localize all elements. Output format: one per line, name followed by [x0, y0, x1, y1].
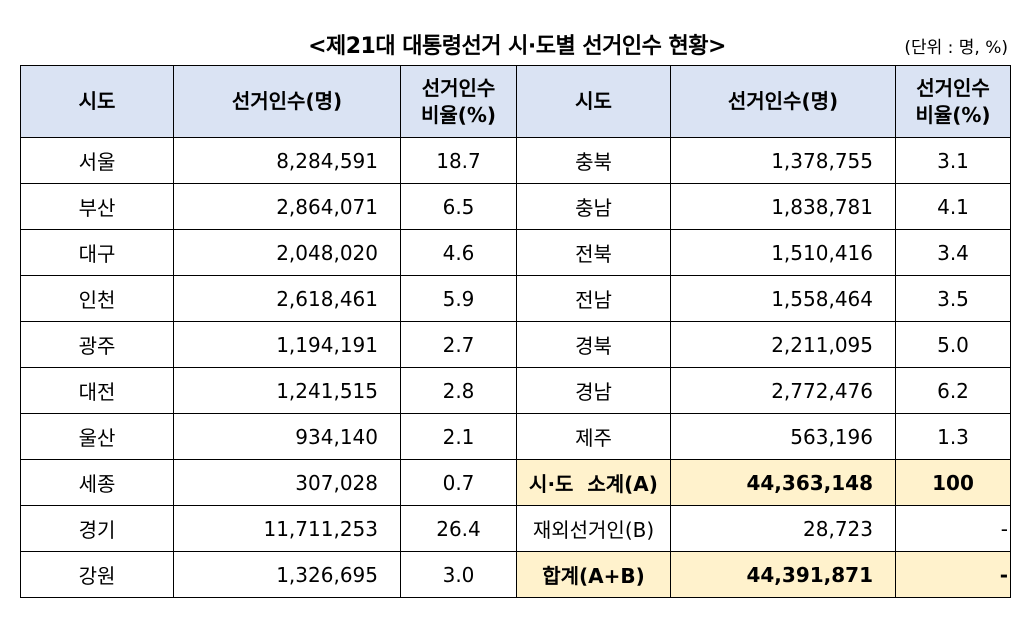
region-cell: 대구 — [20, 229, 174, 276]
region-cell: 강원 — [20, 551, 174, 598]
table-row: 서울 8,284,591 18.7 충북 1,378,755 3.1 — [20, 137, 1011, 184]
ratio-cell: - — [895, 551, 1011, 598]
region-cell: 합계(A+B) — [516, 551, 671, 598]
ratio-cell: 2.8 — [400, 367, 517, 414]
region-cell: 세종 — [20, 459, 174, 506]
count-cell: 934,140 — [173, 413, 401, 460]
ratio-cell: 4.6 — [400, 229, 517, 276]
region-cell: 경기 — [20, 505, 174, 552]
header-row: 시도 선거인수(명) 선거인수 비율(%) 시도 선거인수(명) 선거인수 비율(%) — [20, 65, 1011, 138]
count-cell: 1,241,515 — [173, 367, 401, 414]
unit-label: (단위 : 명, %) — [904, 38, 1008, 58]
table-row: 경기 11,711,253 26.4 재외선거인(B) 28,723- — [20, 505, 1011, 552]
region-cell: 광주 — [20, 321, 174, 368]
region-cell: 충북 — [516, 137, 671, 184]
header-ratio: 선거인수 비율(%) — [400, 65, 517, 138]
voter-count-table: 시도 선거인수(명) 선거인수 비율(%) 시도 선거인수(명) 선거인수 비율(%) 서… — [20, 65, 1011, 598]
count-cell: 44,363,148 — [670, 459, 896, 506]
ratio-cell: 2.1 — [400, 413, 517, 460]
header-region: 시도 — [20, 65, 174, 138]
ratio-cell: 1.3 — [895, 413, 1011, 460]
ratio-cell: 5.9 — [400, 275, 517, 322]
region-cell: 충남 — [516, 183, 671, 230]
ratio-cell: 6.5 — [400, 183, 517, 230]
count-cell: 1,378,755 — [670, 137, 896, 184]
ratio-cell: 6.2 — [895, 367, 1011, 414]
table-row: 강원 1,326,695 3.0 합계(A+B) 44,391,871- — [20, 551, 1011, 598]
region-cell: 부산 — [20, 183, 174, 230]
ratio-cell: - — [895, 505, 1011, 552]
page-title: <제21대 대통령선거 시·도별 선거인수 현황> — [308, 34, 726, 59]
table-row: 울산 934,140 2.1 제주 563,196 1.3 — [20, 413, 1011, 460]
table-row: 인천 2,618,461 5.9 전남 1,558,464 3.5 — [20, 275, 1011, 322]
table-row: 부산 2,864,071 6.5 충남 1,838,781 4.1 — [20, 183, 1011, 230]
header-ratio-right: 선거인수 비율(%) — [895, 65, 1011, 138]
count-cell: 2,048,020 — [173, 229, 401, 276]
table-row: 광주 1,194,191 2.7 경북 2,211,095 5.0 — [20, 321, 1011, 368]
region-cell: 서울 — [20, 137, 174, 184]
ratio-cell: 4.1 — [895, 183, 1011, 230]
count-cell: 1,510,416 — [670, 229, 896, 276]
region-cell: 전북 — [516, 229, 671, 276]
ratio-cell: 2.7 — [400, 321, 517, 368]
table-row: 대전 1,241,515 2.8 경남 2,772,476 6.2 — [20, 367, 1011, 414]
header-region-right: 시도 — [516, 65, 671, 138]
count-cell: 2,211,095 — [670, 321, 896, 368]
count-cell: 2,618,461 — [173, 275, 401, 322]
count-cell: 28,723 — [670, 505, 896, 552]
header-count-right: 선거인수(명) — [670, 65, 896, 138]
ratio-cell: 100 — [895, 459, 1011, 506]
region-cell: 전남 — [516, 275, 671, 322]
ratio-cell: 26.4 — [400, 505, 517, 552]
count-cell: 8,284,591 — [173, 137, 401, 184]
count-cell: 11,711,253 — [173, 505, 401, 552]
table-row: 대구 2,048,020 4.6 전북 1,510,416 3.4 — [20, 229, 1011, 276]
ratio-cell: 0.7 — [400, 459, 517, 506]
ratio-cell: 3.0 — [400, 551, 517, 598]
region-cell: 경남 — [516, 367, 671, 414]
count-cell: 1,558,464 — [670, 275, 896, 322]
region-cell: 대전 — [20, 367, 174, 414]
region-cell: 제주 — [516, 413, 671, 460]
ratio-cell: 18.7 — [400, 137, 517, 184]
ratio-cell: 3.4 — [895, 229, 1011, 276]
header-count: 선거인수(명) — [173, 65, 401, 138]
count-cell: 2,772,476 — [670, 367, 896, 414]
ratio-cell: 5.0 — [895, 321, 1011, 368]
count-cell: 1,326,695 — [173, 551, 401, 598]
region-cell: 경북 — [516, 321, 671, 368]
ratio-cell: 3.1 — [895, 137, 1011, 184]
table-row: 세종 307,028 0.7 시·도 소계(A) 44,363,148 100 — [20, 459, 1011, 506]
count-cell: 1,838,781 — [670, 183, 896, 230]
count-cell: 2,864,071 — [173, 183, 401, 230]
region-cell: 울산 — [20, 413, 174, 460]
ratio-cell: 3.5 — [895, 275, 1011, 322]
region-cell: 시·도 소계(A) — [516, 459, 671, 506]
region-cell: 재외선거인(B) — [516, 505, 671, 552]
count-cell: 563,196 — [670, 413, 896, 460]
count-cell: 1,194,191 — [173, 321, 401, 368]
region-cell: 인천 — [20, 275, 174, 322]
count-cell: 44,391,871 — [670, 551, 896, 598]
count-cell: 307,028 — [173, 459, 401, 506]
